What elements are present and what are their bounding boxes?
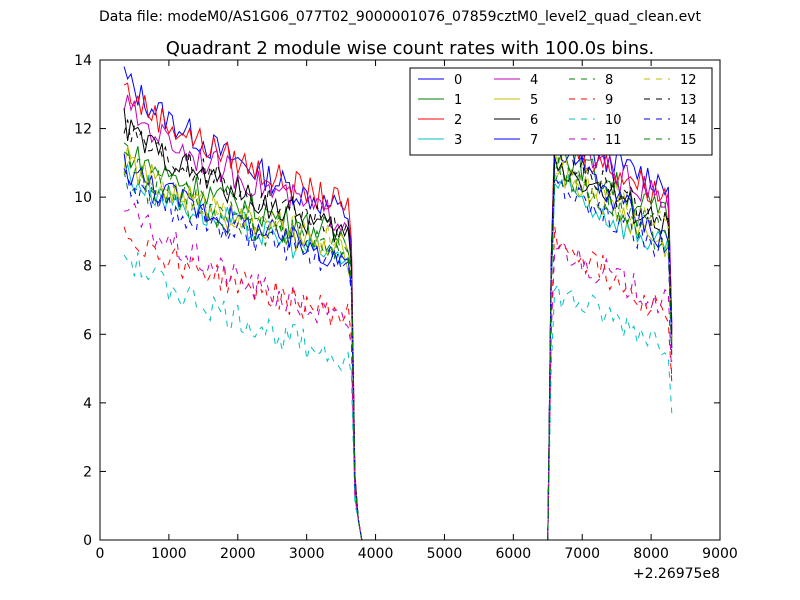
series-line-11: [124, 202, 673, 541]
axes: 0 1000 2000 3000 4000 5000 6000 7000 8000 9000 0 2 4…: [74, 53, 738, 562]
legend-label-7: 7: [530, 133, 538, 148]
series-line-8: [123, 164, 673, 541]
x-tick-label: 8000: [633, 546, 669, 562]
y-tick-label: 10: [74, 190, 92, 206]
series-line-2: [123, 82, 673, 541]
x-tick-label: 1000: [151, 546, 187, 562]
legend-label-1: 1: [454, 93, 462, 108]
y-tick-label: 8: [83, 259, 92, 275]
y-tick-label: 14: [74, 53, 92, 69]
legend-label-0: 0: [454, 73, 462, 88]
legend-label-8: 8: [605, 73, 613, 88]
legend-label-10: 10: [605, 113, 622, 128]
series-line-9: [123, 226, 673, 541]
legend-label-2: 2: [454, 113, 462, 128]
legend-label-11: 11: [605, 133, 622, 148]
legend-label-4: 4: [530, 73, 538, 88]
legend-label-6: 6: [530, 113, 538, 128]
legend-label-13: 13: [680, 93, 697, 108]
plot-frame: [99, 59, 721, 541]
x-tick-label: 0: [96, 546, 105, 562]
y-tick-label: 6: [83, 327, 92, 343]
series-line-14: [123, 168, 673, 541]
x-tick-label: 4000: [358, 546, 394, 562]
legend-label-5: 5: [530, 93, 538, 108]
y-tick-label: 12: [74, 122, 92, 138]
y-tick-label: 0: [83, 533, 92, 549]
legend-label-12: 12: [680, 73, 697, 88]
legend-label-15: 15: [680, 133, 697, 148]
y-tick-label: 2: [83, 464, 92, 480]
series-layer: [123, 66, 673, 541]
chart-title: Quadrant 2 module wise count rates with …: [166, 38, 655, 59]
x-tick-label: 3000: [289, 546, 325, 562]
x-tick-label: 5000: [427, 546, 463, 562]
figure-suptitle: Data file: modeM0/AS1G06_077T02_90000010…: [99, 9, 701, 25]
series-line-3: [123, 162, 673, 541]
legend-label-14: 14: [680, 113, 697, 128]
legend-label-9: 9: [605, 93, 613, 108]
x-tick-label: 9000: [702, 546, 738, 562]
series-line-7: [123, 134, 673, 541]
legend-box: [409, 67, 713, 156]
x-tick-label: 6000: [496, 546, 532, 562]
series-line-12: [123, 155, 673, 541]
series-line-10: [123, 252, 673, 541]
x-offset-label: +2.26975e8: [633, 566, 720, 582]
series-line-1: [123, 142, 673, 541]
series-line-13: [123, 119, 673, 541]
series-line-5: [123, 146, 673, 541]
y-tick-label: 4: [83, 396, 92, 412]
x-tick-label: 7000: [564, 546, 600, 562]
legend-label-3: 3: [454, 133, 462, 148]
series-line-4: [123, 94, 673, 541]
x-tick-label: 2000: [220, 546, 256, 562]
series-line-6: [123, 108, 673, 541]
